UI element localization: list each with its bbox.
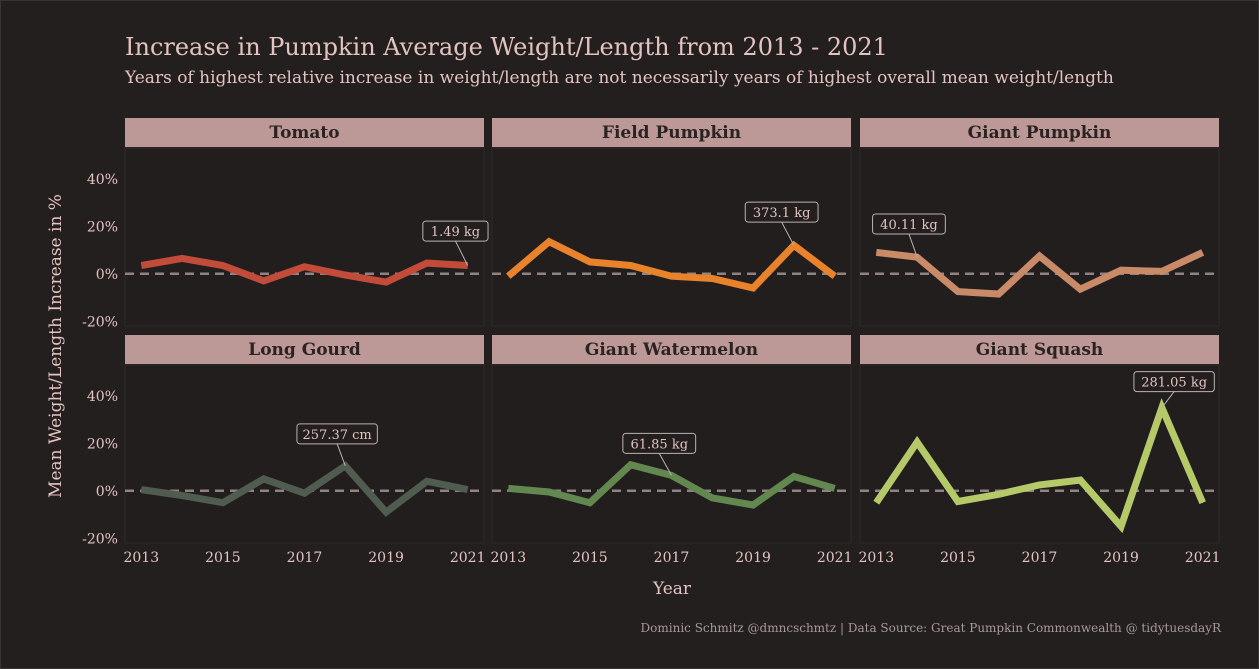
x-tick-label: 2015 [205, 550, 241, 566]
panel-background [859, 364, 1220, 544]
y-tick-label: -20% [82, 314, 118, 330]
facet-strip-label: Long Gourd [248, 340, 361, 360]
y-tick-label: 0% [96, 267, 118, 283]
x-tick-label: 2013 [858, 550, 894, 566]
annotation-leader [454, 240, 469, 266]
y-tick-label: -20% [82, 531, 118, 547]
facet-strip-label: Giant Squash [976, 340, 1104, 360]
x-tick-label: 2019 [368, 550, 404, 566]
x-tick-label: 2019 [1103, 550, 1139, 566]
x-tick-label: 2021 [817, 550, 853, 566]
x-tick-label: 2017 [654, 550, 690, 566]
panel-background [491, 364, 852, 544]
facet-strip-label: Giant Watermelon [585, 340, 758, 360]
x-tick-label: 2013 [123, 550, 159, 566]
y-tick-label: 40% [87, 389, 118, 405]
y-tick-label: 0% [96, 484, 118, 500]
facet-strip [125, 335, 484, 364]
facet-strip [860, 335, 1219, 364]
x-tick-label: 2021 [1185, 550, 1221, 566]
y-tick-label: 20% [87, 436, 118, 452]
annotation-leader [781, 221, 795, 246]
facet-strip [125, 118, 484, 147]
x-tick-label: 2017 [287, 550, 323, 566]
annotation-leader [658, 453, 672, 476]
x-tick-label: 2017 [1022, 550, 1058, 566]
facet-strip-label: Field Pumpkin [602, 123, 741, 143]
x-tick-label: 2013 [490, 550, 526, 566]
y-tick-label: 40% [87, 172, 118, 188]
x-tick-label: 2021 [450, 550, 486, 566]
chart-subtitle: Years of highest relative increase in we… [125, 68, 1114, 88]
facet-strip [860, 118, 1219, 147]
chart-title: Increase in Pumpkin Average Weight/Lengt… [125, 33, 888, 61]
facet-strip-label: Giant Pumpkin [968, 123, 1112, 143]
annotation-label: 61.85 kg [630, 437, 688, 452]
annotation-leader [336, 443, 346, 467]
annotation-box [296, 423, 378, 445]
x-tick-label: 2019 [735, 550, 771, 566]
facet-strip-label: Tomato [269, 123, 339, 143]
chart-caption: Dominic Schmitz @dmncschmtz | Data Sourc… [640, 621, 1221, 635]
annotation-box [872, 213, 946, 235]
annotation-box [744, 201, 819, 223]
y-tick-label: 20% [87, 219, 118, 235]
annotation-leader [908, 233, 918, 258]
annotation-label: 281.05 kg [1141, 376, 1207, 391]
annotation-label: 1.49 kg [431, 225, 480, 240]
annotation-label: 373.1 kg [753, 206, 811, 221]
panel-background [124, 364, 485, 544]
y-axis-title: Mean Weight/Length Increase in % [46, 194, 66, 498]
annotation-label: 40.11 kg [880, 218, 938, 233]
x-tick-label: 2015 [572, 550, 608, 566]
facet-strip [492, 335, 851, 364]
annotation-leader [1161, 391, 1175, 409]
annotation-box [622, 432, 697, 454]
annotation-label: 257.37 cm [303, 428, 372, 443]
panel-background [491, 147, 852, 327]
annotation-box [422, 220, 489, 242]
facet-strip [492, 118, 851, 147]
annotation-box [1133, 371, 1215, 393]
x-axis-title: Year [652, 579, 692, 599]
panel-background [859, 147, 1220, 327]
x-tick-label: 2015 [940, 550, 976, 566]
